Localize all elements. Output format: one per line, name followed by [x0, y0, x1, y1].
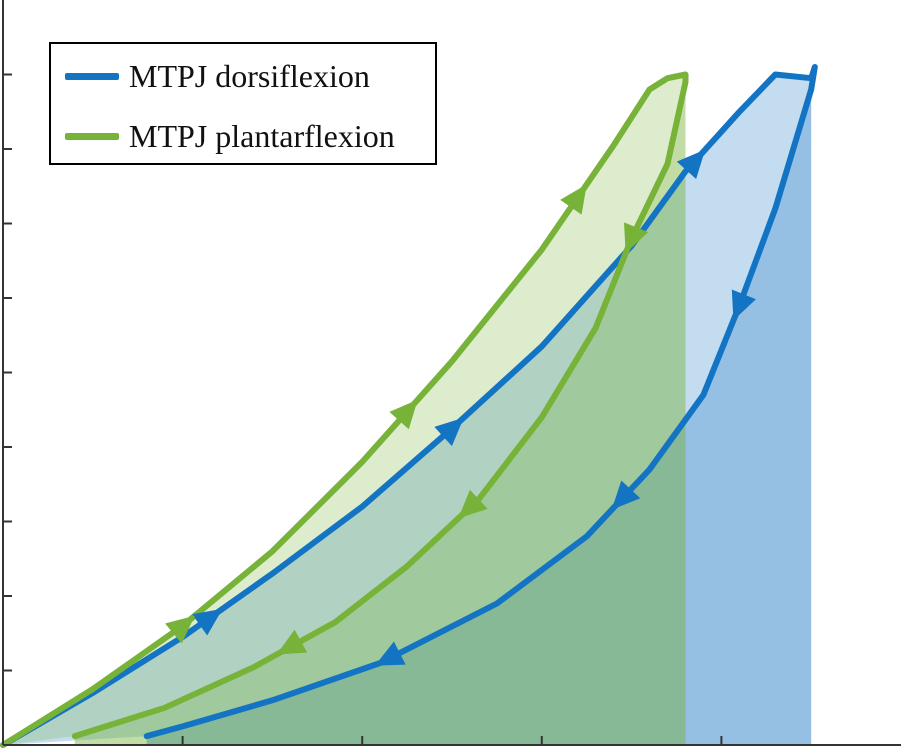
legend-item-dorsiflexion: MTPJ dorsiflexion	[65, 58, 370, 94]
hysteresis-loop-fill-dorsiflexion	[3, 67, 815, 745]
series-line-dorsiflexion	[0, 64, 818, 748]
unloading-arrow-plantarflexion	[624, 222, 649, 254]
unloading-arrow-plantarflexion	[276, 629, 308, 655]
unloading-arrow-dorsiflexion	[611, 480, 641, 510]
legend: MTPJ dorsiflexion MTPJ plantarflexion	[49, 42, 437, 165]
series-line-plantarflexion	[0, 71, 689, 748]
loading-arrow-dorsiflexion	[192, 608, 223, 636]
loading-arrow-dorsiflexion	[676, 149, 706, 180]
loading-arrow-plantarflexion	[560, 184, 587, 215]
unloading-arrow-dorsiflexion	[374, 641, 406, 666]
energy-return-fill-dorsiflexion	[146, 89, 812, 745]
loading-arrow-dorsiflexion	[434, 417, 464, 447]
legend-label-plantarflexion: MTPJ plantarflexion	[129, 118, 395, 154]
direction-arrows	[165, 149, 756, 666]
legend-item-plantarflexion: MTPJ plantarflexion	[65, 118, 395, 154]
unloading-arrow-plantarflexion	[458, 489, 488, 519]
series-lines	[0, 64, 818, 748]
loading-arrow-plantarflexion	[165, 615, 195, 644]
legend-swatch-plantarflexion	[65, 132, 119, 140]
loading-arrow-plantarflexion	[389, 399, 418, 430]
unloading-arrow-dorsiflexion	[731, 289, 756, 321]
legend-swatch-dorsiflexion	[65, 72, 119, 80]
legend-label-dorsiflexion: MTPJ dorsiflexion	[129, 58, 370, 94]
